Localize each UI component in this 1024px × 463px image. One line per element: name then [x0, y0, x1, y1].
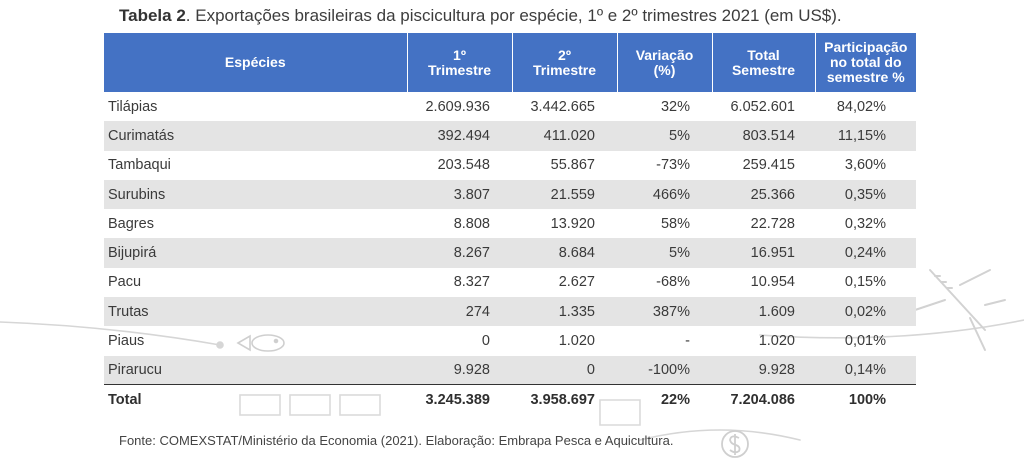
table-title: . Exportações brasileiras da piscicultur… [185, 6, 842, 25]
cell-species: Total [104, 384, 407, 415]
header-share: Participação no total do semestre % [815, 33, 916, 92]
cell-q2: 13.920 [550, 215, 595, 232]
exports-table: Espécies 1º Trimestre 2º Trimestre Variaçã… [104, 33, 916, 415]
cell-share: 0,14% [815, 355, 916, 385]
table-row: Surubins 3.807 21.559 466% 25.366 0,35% [104, 179, 916, 210]
cell-share: 0,15% [844, 274, 886, 291]
table-row: Tilápias 2.609.936 3.442.665 32% 6.052.6… [104, 92, 916, 121]
cell-q2: 55.867 [550, 157, 595, 174]
cell-q2: 411.020 [512, 121, 617, 151]
cell-variation: 5% [617, 238, 712, 268]
fish-icon [236, 334, 285, 352]
cell-total: 7.204.086 [712, 384, 815, 415]
cell-q1: 3.807 [407, 179, 512, 210]
cell-species: Piaus [108, 333, 145, 350]
header-q2: 2º Trimestre [512, 33, 618, 92]
cell-species: Pacu [108, 274, 142, 291]
table-row: Tambaqui 203.548 55.867 -73% 259.415 3,6… [104, 151, 916, 180]
cell-total: 22.728 [750, 215, 795, 232]
cell-variation: 32% [660, 98, 690, 115]
header-species: Espécies [104, 33, 408, 92]
cell-total: 803.514 [712, 121, 815, 151]
cell-q2: 3.958.697 [512, 384, 617, 415]
cell-variation: -68% [656, 274, 690, 291]
cell-share: 84,02% [836, 98, 886, 115]
cell-share: 3,60% [844, 157, 886, 174]
cell-total: 10.954 [750, 274, 795, 291]
cell-species: Trutas [104, 297, 407, 327]
cell-species: Pirarucu [104, 355, 407, 385]
cell-q1: 392.494 [407, 121, 512, 151]
table-total-row: Total 3.245.389 3.958.697 22% 7.204.086 … [104, 384, 916, 415]
table-caption: Tabela 2. Exportações brasileiras da pis… [119, 6, 842, 26]
cell-total: 1.609 [712, 297, 815, 327]
cell-total: 9.928 [712, 355, 815, 385]
cell-share: 0,24% [815, 238, 916, 268]
cell-total: 16.951 [712, 238, 815, 268]
cell-species: Surubins [104, 179, 407, 210]
cell-variation: -73% [656, 157, 690, 174]
cell-variation: 22% [617, 384, 712, 415]
cell-q2: 0 [512, 355, 617, 385]
cell-q2: 8.684 [512, 238, 617, 268]
cell-q1: 274 [407, 297, 512, 327]
cell-share: 0,02% [815, 297, 916, 327]
cell-q2: 3.442.665 [530, 98, 595, 115]
cell-total: 25.366 [712, 179, 815, 210]
dollar-coin-icon [721, 430, 749, 458]
cell-q1: 0 [481, 333, 490, 350]
cell-variation: 466% [617, 179, 712, 210]
cell-variation: 58% [660, 215, 690, 232]
header-q1: 1º Trimestre [407, 33, 513, 92]
cell-variation: -100% [617, 355, 712, 385]
cell-share: 100% [815, 384, 916, 415]
cell-q1: 2.609.936 [425, 98, 490, 115]
table-header-row: Espécies 1º Trimestre 2º Trimestre Variaçã… [104, 33, 916, 92]
cell-share: 0,01% [844, 333, 886, 350]
cell-total: 1.020 [758, 333, 795, 350]
header-total: Total Semestre [712, 33, 816, 92]
source-note: Fonte: COMEXSTAT/Ministério da Economia … [119, 433, 674, 448]
table-row: Trutas 274 1.335 387% 1.609 0,02% [104, 297, 916, 327]
cell-species: Tilápias [108, 98, 158, 115]
cell-species: Tambaqui [108, 157, 171, 174]
cell-q1: 203.548 [437, 157, 490, 174]
table-number: Tabela 2 [119, 6, 186, 25]
cell-q1: 8.267 [407, 238, 512, 268]
cell-share: 11,15% [815, 121, 916, 151]
cell-variation: 5% [617, 121, 712, 151]
cell-species: Bagres [108, 215, 154, 232]
cell-total: 259.415 [742, 157, 795, 174]
cell-q1: 9.928 [407, 355, 512, 385]
cell-q2: 1.020 [558, 333, 595, 350]
cell-total: 6.052.601 [730, 98, 795, 115]
cell-q2: 1.335 [512, 297, 617, 327]
table-row: Piaus 0 1.020 - 1.020 0,01% [104, 326, 916, 355]
cell-q2: 21.559 [512, 179, 617, 210]
airplane-icon [914, 269, 1006, 351]
cell-q1: 8.327 [453, 274, 490, 291]
cell-q1: 8.808 [453, 215, 490, 232]
table-row: Pirarucu 9.928 0 -100% 9.928 0,14% [104, 355, 916, 385]
cell-q1: 3.245.389 [407, 384, 512, 415]
cell-q2: 2.627 [558, 274, 595, 291]
table-row: Pacu 8.327 2.627 -68% 10.954 0,15% [104, 268, 916, 297]
cell-species: Curimatás [104, 121, 407, 151]
table-row: Curimatás 392.494 411.020 5% 803.514 11,… [104, 121, 916, 151]
table-row: Bijupirá 8.267 8.684 5% 16.951 0,24% [104, 238, 916, 268]
cell-species: Bijupirá [104, 238, 407, 268]
cell-variation: - [685, 333, 690, 350]
cell-share: 0,32% [844, 215, 886, 232]
header-variation: Variação (%) [617, 33, 713, 92]
cell-variation: 387% [617, 297, 712, 327]
cell-share: 0,35% [815, 179, 916, 210]
table-row: Bagres 8.808 13.920 58% 22.728 0,32% [104, 209, 916, 238]
